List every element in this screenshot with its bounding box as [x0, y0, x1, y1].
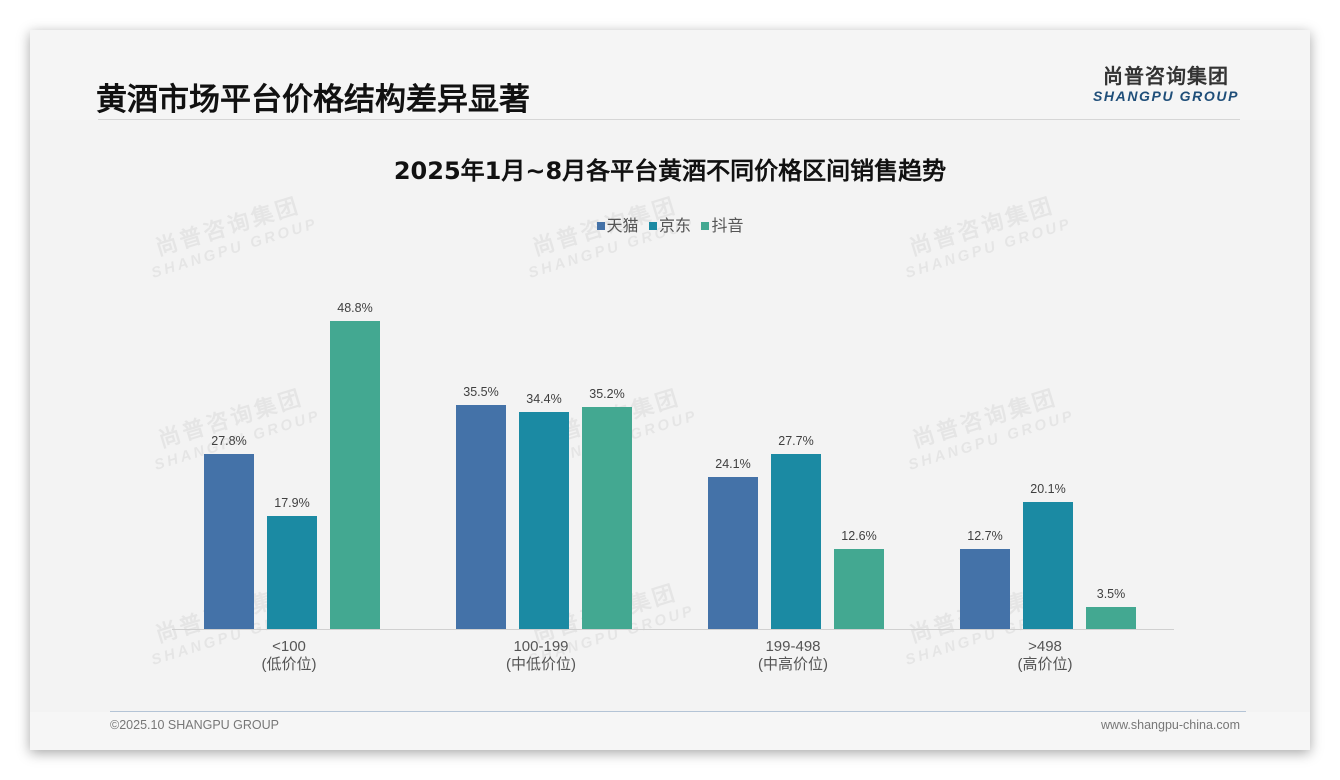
logo-cn-text: 尚普咨询集团	[1103, 64, 1229, 88]
data-label: 3.5%	[1096, 587, 1126, 601]
bar-tmall	[204, 454, 254, 629]
data-label: 27.8%	[211, 434, 247, 448]
data-label: 35.5%	[463, 385, 499, 399]
x-axis-line	[172, 629, 1174, 630]
footer-copyright: ©2025.10 SHANGPU GROUP	[110, 718, 279, 732]
page-title: 黄酒市场平台价格结构差异显著	[96, 82, 530, 118]
bar-jd	[1023, 502, 1073, 629]
data-label: 20.1%	[1030, 482, 1066, 496]
footer-website: www.shangpu-china.com	[1101, 718, 1240, 732]
category-label: 100-199 (中低价位)	[506, 638, 576, 673]
data-label: 12.6%	[841, 529, 877, 543]
data-label: 12.7%	[967, 529, 1003, 543]
bar-tmall	[456, 405, 506, 629]
legend-item-douyin: 抖音	[701, 212, 743, 236]
bar-douyin	[582, 407, 632, 629]
legend-swatch-icon	[701, 222, 710, 230]
footer-band	[30, 712, 1310, 750]
bar-tmall	[960, 549, 1010, 629]
company-logo: 尚普咨询集团 SHANGPU GROUP	[1086, 64, 1246, 104]
title-divider	[98, 119, 1240, 120]
bar-jd	[519, 412, 569, 629]
data-label: 48.8%	[337, 301, 373, 315]
category-label: >498 (高价位)	[1017, 638, 1073, 673]
slide: 黄酒市场平台价格结构差异显著 尚普咨询集团 SHANGPU GROUP 尚普咨询…	[30, 30, 1310, 750]
data-label: 35.2%	[589, 387, 625, 401]
chart-title: 2025年1月~8月各平台黄酒不同价格区间销售趋势	[393, 157, 947, 185]
data-label: 27.7%	[778, 434, 814, 448]
logo-en-text: SHANGPU GROUP	[1092, 88, 1240, 104]
bar-douyin	[834, 549, 884, 629]
category-label: 199-498 (中高价位)	[758, 638, 828, 673]
data-label: 34.4%	[526, 392, 562, 406]
footer-divider	[110, 711, 1246, 712]
bar-jd	[771, 454, 821, 629]
category-label: <100 (低价位)	[261, 638, 317, 673]
header-band	[30, 30, 1310, 120]
bar-chart-plot: 27.8% 35.5% 24.1% 12.7% 17.9% 34.4% 27.7% 20.1%…	[30, 30, 1310, 750]
legend-item-jd: 京东	[648, 212, 691, 236]
data-label: 24.1%	[715, 457, 751, 471]
bar-douyin	[330, 321, 380, 629]
bar-jd	[267, 516, 317, 629]
legend-swatch-icon	[648, 222, 657, 230]
legend-swatch-icon	[596, 222, 605, 230]
bar-tmall	[708, 477, 758, 629]
bar-douyin	[1086, 607, 1136, 629]
chart-legend: 天猫 京东 抖音	[30, 212, 1310, 236]
legend-item-tmall: 天猫	[596, 212, 639, 236]
data-label: 17.9%	[274, 496, 310, 510]
